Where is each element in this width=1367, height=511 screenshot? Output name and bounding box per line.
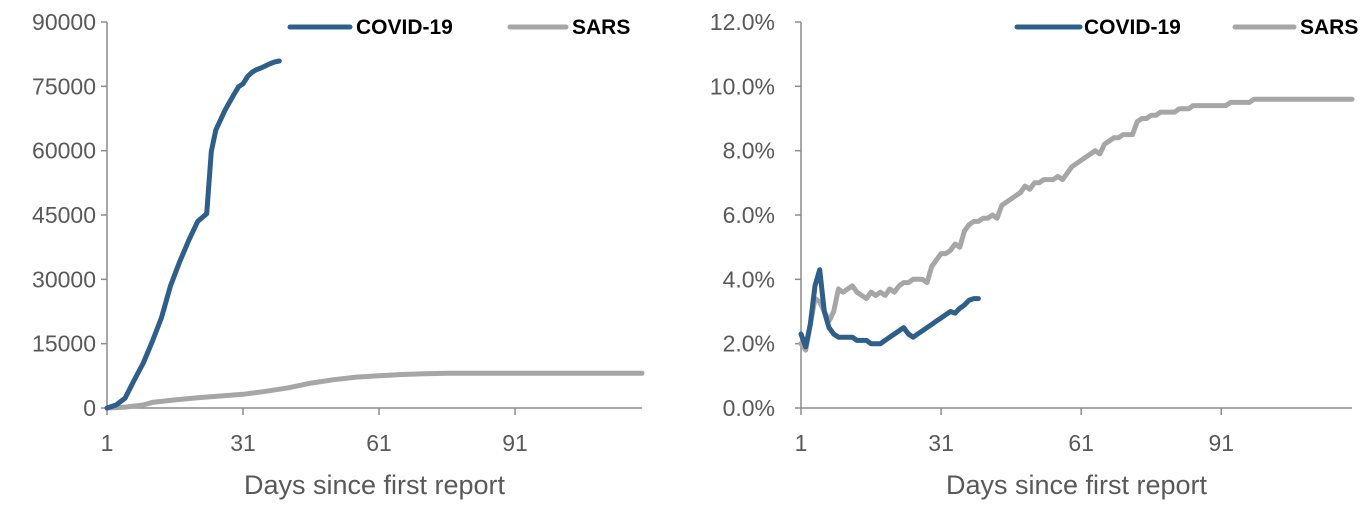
y-tick-label: 2.0%	[723, 331, 775, 357]
x-tick-label: 31	[928, 430, 954, 456]
x-tick-label: 1	[101, 430, 114, 456]
series-line-sars	[798, 96, 1355, 353]
x-tick-label: 31	[230, 430, 256, 456]
x-axis-title: Days since first report	[244, 470, 506, 500]
x-tick-label: 1	[795, 430, 808, 456]
y-tick-label: 45000	[32, 202, 96, 228]
legend-label: COVID-19	[1084, 16, 1181, 39]
series-line-sars	[104, 370, 645, 411]
y-tick-label: 30000	[32, 266, 96, 292]
x-tick-label: 91	[502, 430, 528, 456]
y-tick-label: 0.0%	[723, 395, 775, 421]
y-tick-label: 6.0%	[723, 202, 775, 228]
x-tick-label: 91	[1208, 430, 1234, 456]
chart-panel-1: 0 15000 30000 45000 60000 75000 90000 1 31 61 91 Da…	[32, 9, 645, 500]
y-tick-label: 75000	[32, 73, 96, 99]
y-tick-label: 10.0%	[710, 73, 775, 99]
legend-label: COVID-19	[356, 16, 453, 39]
y-tick-label: 12.0%	[710, 9, 775, 35]
y-tick-label: 15000	[32, 331, 96, 357]
chart-panel-2: 0.0% 2.0% 4.0% 6.0% 8.0% 10.0% 12.0% 1 31 61 91Day…	[710, 9, 1359, 500]
legend-label: SARS	[572, 16, 630, 39]
legend-label: SARS	[1300, 16, 1358, 39]
series-line-covid-19	[798, 267, 981, 350]
y-tick-label: 8.0%	[723, 138, 775, 164]
x-tick-label: 61	[366, 430, 392, 456]
x-axis-title: Days since first report	[946, 470, 1208, 500]
y-tick-label: 90000	[32, 9, 96, 35]
x-tick-label: 61	[1068, 430, 1094, 456]
y-tick-label: 4.0%	[723, 266, 775, 292]
y-tick-label: 60000	[32, 138, 96, 164]
y-tick-label: 0	[83, 395, 96, 421]
series-line-covid-19	[104, 58, 282, 411]
